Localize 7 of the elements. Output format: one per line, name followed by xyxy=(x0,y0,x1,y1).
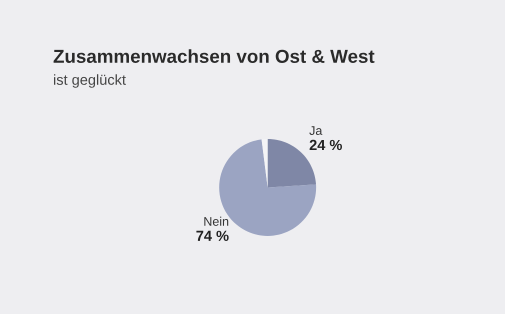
pie-slice xyxy=(262,138,268,188)
slice-label: Nein xyxy=(204,216,228,226)
slice-label: Ja xyxy=(309,126,322,135)
chart-subtitle: ist geglückt xyxy=(54,74,126,88)
data-label: 74 % xyxy=(196,230,229,241)
chart-title: Zusammenwachsen von Ost & West xyxy=(54,49,374,63)
data-label: 24 % xyxy=(310,140,342,150)
